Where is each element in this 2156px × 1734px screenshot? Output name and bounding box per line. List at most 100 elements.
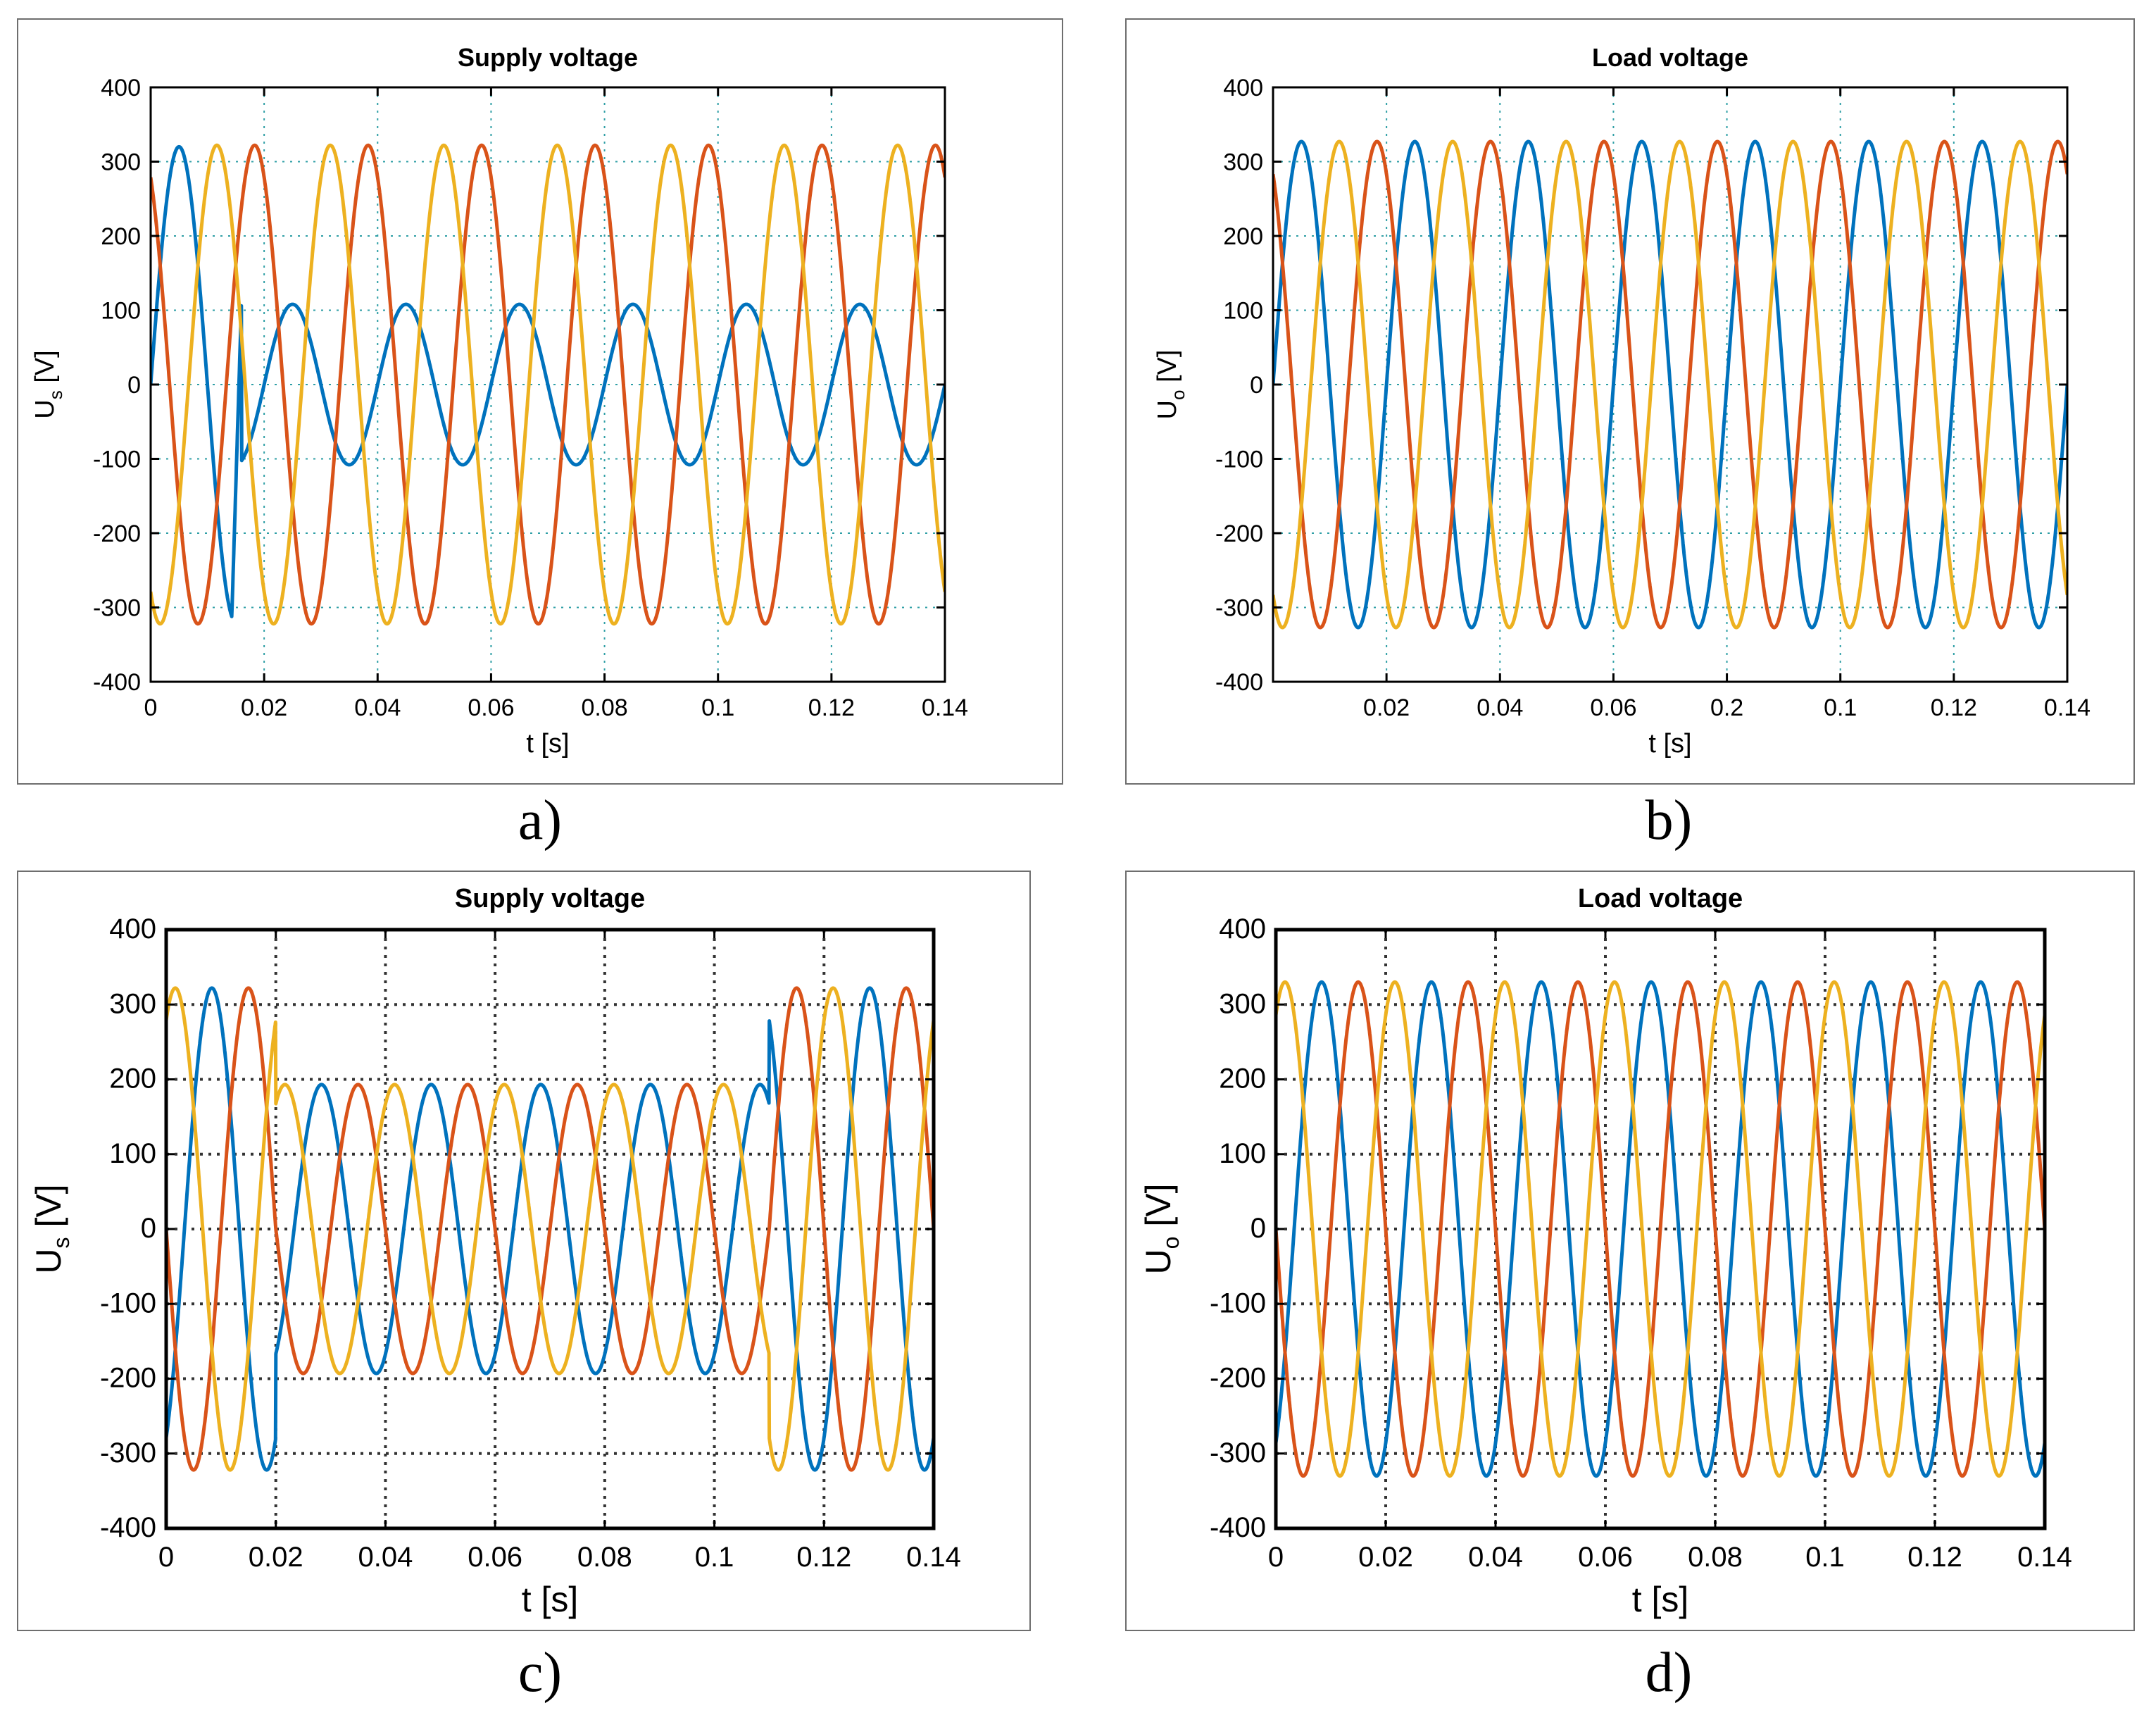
chart-b-xlabel: t [s]: [1648, 729, 1691, 759]
series-line-phase-a: [1276, 980, 2045, 1478]
panel-b-frame: Load voltage 0.02 0.04 0.06 0.2 0.1 0.12 0.14 40…: [1125, 18, 2135, 785]
y-tick-label: 400: [1219, 913, 1266, 944]
x-tick-label: 0.12: [1931, 694, 1977, 721]
y-tick-label: 200: [109, 1064, 156, 1094]
y-tick-label: 400: [109, 913, 156, 944]
y-tick-label: -300: [93, 595, 141, 622]
y-tick-label: 400: [1223, 75, 1263, 101]
x-tick-label: 0.2: [1710, 694, 1743, 721]
y-tick-label: 100: [1223, 298, 1263, 325]
x-tick-label: 0: [144, 694, 158, 721]
chart-c-ticks: 0 0.02 0.04 0.06 0.08 0.1 0.12 0.14 400 300 200 100…: [100, 913, 961, 1573]
chart-d-load-voltage: Load voltage 0 0.02 0.04 0.06 0.08 0.1 0.12 0.14…: [1139, 884, 2072, 1619]
y-tick-label: -300: [1215, 595, 1263, 622]
y-tick-label: 100: [101, 298, 141, 325]
y-tick-label: -400: [1215, 669, 1263, 696]
chart-d-ylabel: Uo [V]: [1139, 1184, 1184, 1275]
x-tick-label: 0.02: [249, 1542, 303, 1573]
x-tick-label: 0.14: [2044, 694, 2091, 721]
panel-c-frame: Supply voltage 0 0.02 0.04 0.06 0.08 0.1 0.12 0.…: [17, 871, 1031, 1631]
chart-d-title: Load voltage: [1578, 884, 1743, 913]
y-tick-label: 100: [109, 1138, 156, 1169]
chart-a-ticks: 0 0.02 0.04 0.06 0.08 0.1 0.12 0.14 400 300 200 100…: [93, 75, 968, 721]
x-tick-label: 0.06: [1578, 1542, 1633, 1573]
y-tick-label: -200: [93, 520, 141, 547]
y-tick-label: 200: [101, 223, 141, 250]
chart-c-title: Supply voltage: [455, 884, 645, 913]
x-tick-label: 0.12: [808, 694, 855, 721]
chart-a-supply-voltage: Supply voltage 0 0.02 0.04 0.06 0.08 0.1 0.12 0.…: [30, 43, 968, 759]
x-tick-label: 0.04: [354, 694, 401, 721]
y-tick-label: -300: [100, 1437, 156, 1468]
y-tick-label: -100: [100, 1287, 156, 1318]
x-tick-label: 0.14: [906, 1542, 961, 1573]
y-tick-label: -200: [1215, 520, 1263, 547]
y-tick-label: -200: [100, 1363, 156, 1394]
series-line-phase-b: [1273, 139, 2067, 630]
series-line-phase-b: [166, 986, 934, 1472]
series-line-phase-a: [151, 144, 945, 618]
series-line-phase-a: [1273, 139, 2067, 630]
x-tick-label: 0.02: [1358, 1542, 1413, 1573]
y-tick-label: 200: [1219, 1064, 1266, 1094]
y-tick-label: -100: [1210, 1287, 1266, 1318]
x-tick-label: 0.08: [577, 1542, 632, 1573]
chart-a-title: Supply voltage: [458, 43, 638, 72]
y-tick-label: -400: [1210, 1512, 1266, 1543]
chart-a-xlabel: t [s]: [526, 729, 569, 759]
chart-b-ylabel: Uo [V]: [1153, 350, 1189, 420]
x-tick-label: 0.08: [1688, 1542, 1743, 1573]
y-tick-label: 300: [101, 149, 141, 176]
caption-b: b): [1645, 790, 1693, 852]
caption-c: c): [518, 1642, 563, 1704]
x-tick-label: 0: [1268, 1542, 1284, 1573]
x-tick-label: 0.14: [922, 694, 968, 721]
x-tick-label: 0: [158, 1542, 174, 1573]
y-tick-label: -400: [100, 1512, 156, 1543]
x-tick-label: 0.06: [468, 1542, 522, 1573]
y-tick-label: 0: [1251, 1213, 1266, 1244]
chart-d-xlabel: t [s]: [1632, 1580, 1689, 1619]
series-line-phase-a: [166, 986, 934, 1472]
x-tick-label: 0.08: [581, 694, 627, 721]
x-tick-label: 0.06: [1590, 694, 1636, 721]
y-tick-label: -200: [1210, 1363, 1266, 1394]
y-tick-label: 200: [1223, 223, 1263, 250]
chart-b-ticks: 0.02 0.04 0.06 0.2 0.1 0.12 0.14 400 300 200 100 0 -…: [1215, 75, 2091, 721]
series-line-phase-c: [151, 143, 945, 626]
series-line-phase-b: [151, 143, 945, 626]
x-tick-label: 0.1: [695, 1542, 734, 1573]
y-tick-label: 100: [1219, 1138, 1266, 1169]
x-tick-label: 0.1: [1824, 694, 1857, 721]
caption-d: d): [1645, 1642, 1693, 1704]
y-tick-label: -100: [93, 447, 141, 473]
chart-c-ylabel: Us [V]: [29, 1184, 74, 1273]
x-tick-label: 0.04: [358, 1542, 413, 1573]
x-tick-label: 0.14: [2017, 1542, 2072, 1573]
chart-d-ticks: 0 0.02 0.04 0.06 0.08 0.1 0.12 0.14 400 300 200 100…: [1210, 913, 2072, 1573]
series-line-phase-c: [166, 986, 934, 1472]
y-tick-label: -100: [1215, 447, 1263, 473]
x-tick-label: 0.1: [701, 694, 734, 721]
y-tick-label: 300: [1223, 149, 1263, 176]
y-tick-label: -300: [1210, 1437, 1266, 1468]
chart-c-xlabel: t [s]: [522, 1580, 579, 1619]
x-tick-label: 0.02: [241, 694, 287, 721]
x-tick-label: 0.1: [1805, 1542, 1845, 1573]
chart-c-supply-voltage: Supply voltage 0 0.02 0.04 0.06 0.08 0.1 0.12 0.…: [29, 884, 961, 1619]
x-tick-label: 0.12: [796, 1542, 851, 1573]
chart-a-ylabel: Us [V]: [30, 350, 66, 418]
x-tick-label: 0.02: [1363, 694, 1410, 721]
y-tick-label: 400: [101, 75, 141, 101]
chart-b-title: Load voltage: [1592, 43, 1748, 72]
chart-b-load-voltage: Load voltage 0.02 0.04 0.06 0.2 0.1 0.12 0.14 40…: [1153, 43, 2091, 759]
y-tick-label: 0: [1250, 372, 1263, 399]
y-tick-label: -400: [93, 669, 141, 696]
y-tick-label: 0: [127, 372, 141, 399]
series-line-phase-c: [1273, 139, 2067, 630]
x-tick-label: 0.12: [1907, 1542, 1962, 1573]
y-tick-label: 300: [109, 988, 156, 1019]
panel-a-frame: Supply voltage 0 0.02 0.04 0.06 0.08 0.1 0.12 0.…: [17, 18, 1063, 785]
panel-d-frame: Load voltage 0 0.02 0.04 0.06 0.08 0.1 0.12 0.14…: [1125, 871, 2135, 1631]
caption-a: a): [518, 790, 563, 852]
